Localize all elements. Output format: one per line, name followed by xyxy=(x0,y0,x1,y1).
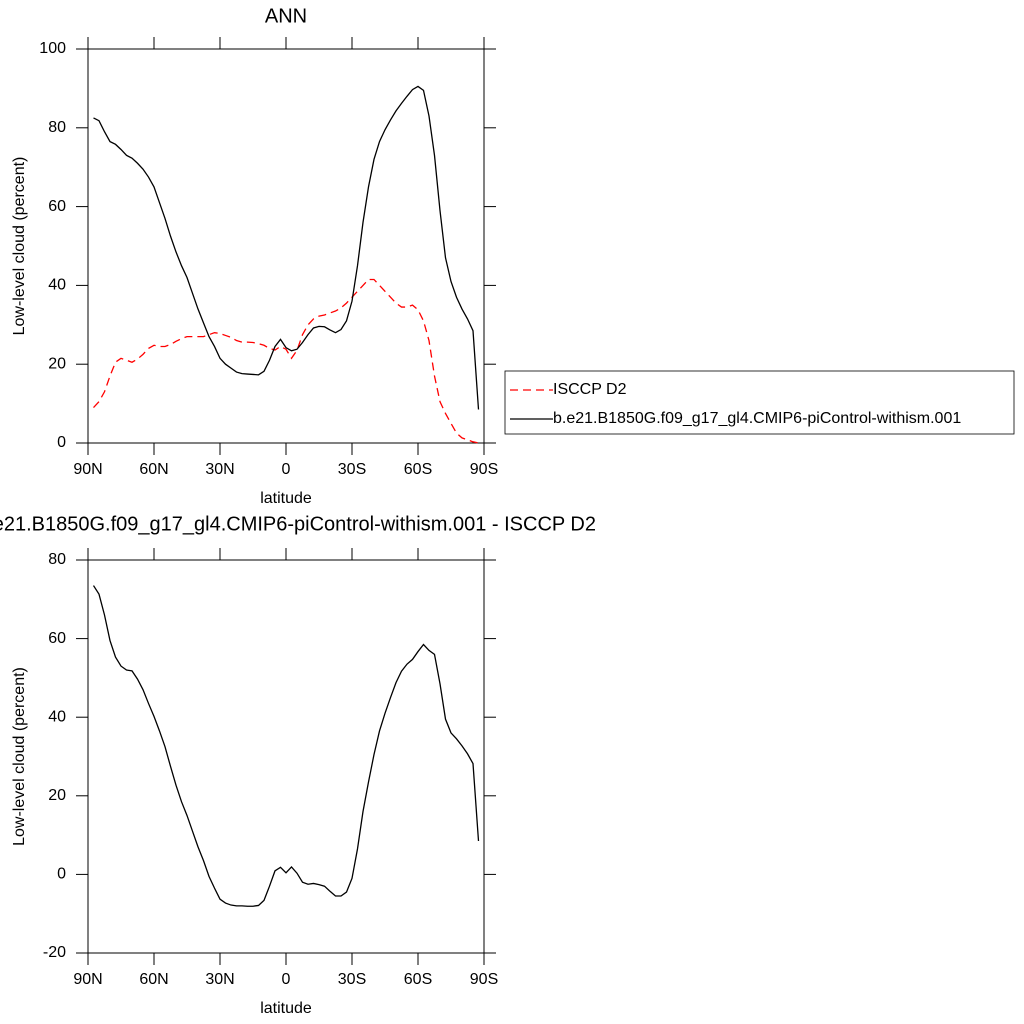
x-tick-label: 30S xyxy=(338,971,366,988)
x-axis-label: latitude xyxy=(260,1000,312,1017)
data-line xyxy=(92,585,480,907)
y-tick-label: 80 xyxy=(48,119,66,136)
x-tick-label: 60S xyxy=(404,461,432,478)
plot-frame xyxy=(87,559,485,954)
x-tick-label: 90N xyxy=(73,971,102,988)
y-tick-label: 40 xyxy=(48,277,66,294)
y-axis-label: Low-level cloud (percent) xyxy=(11,157,28,336)
y-axis-label: Low-level cloud (percent) xyxy=(11,667,28,846)
x-tick-label: 90N xyxy=(73,461,102,478)
chart-title: ANN xyxy=(265,5,307,27)
data-line xyxy=(93,278,479,444)
x-tick-label: 30S xyxy=(338,461,366,478)
y-tick-label: 60 xyxy=(48,630,66,647)
x-tick-label: 60N xyxy=(139,971,168,988)
y-tick-label: 100 xyxy=(39,40,66,57)
y-tick-label: 80 xyxy=(48,551,66,568)
x-tick-label: 60S xyxy=(404,971,432,988)
x-axis-label: latitude xyxy=(260,490,312,507)
x-tick-label: 90S xyxy=(470,461,498,478)
y-tick-label: 0 xyxy=(57,866,66,883)
y-tick-label: 60 xyxy=(48,198,66,215)
data-line xyxy=(93,85,480,410)
x-tick-label: 0 xyxy=(282,461,291,478)
x-tick-label: 90S xyxy=(470,971,498,988)
x-tick-label: 30N xyxy=(205,971,234,988)
x-tick-label: 30N xyxy=(205,461,234,478)
y-tick-label: -20 xyxy=(43,944,66,961)
legend-label: ISCCP D2 xyxy=(553,381,627,398)
y-tick-label: 20 xyxy=(48,355,66,372)
y-tick-label: 40 xyxy=(48,708,66,725)
y-tick-label: 20 xyxy=(48,787,66,804)
legend-box xyxy=(504,370,1015,435)
plot-frame xyxy=(87,48,485,444)
x-tick-label: 60N xyxy=(139,461,168,478)
legend-label: b.e21.B1850G.f09_g17_gl4.CMIP6-piControl… xyxy=(553,410,961,427)
chart-title: b.e21.B1850G.f09_g17_gl4.CMIP6-piControl… xyxy=(0,513,596,535)
y-tick-label: 0 xyxy=(57,434,66,451)
x-tick-label: 0 xyxy=(282,971,291,988)
